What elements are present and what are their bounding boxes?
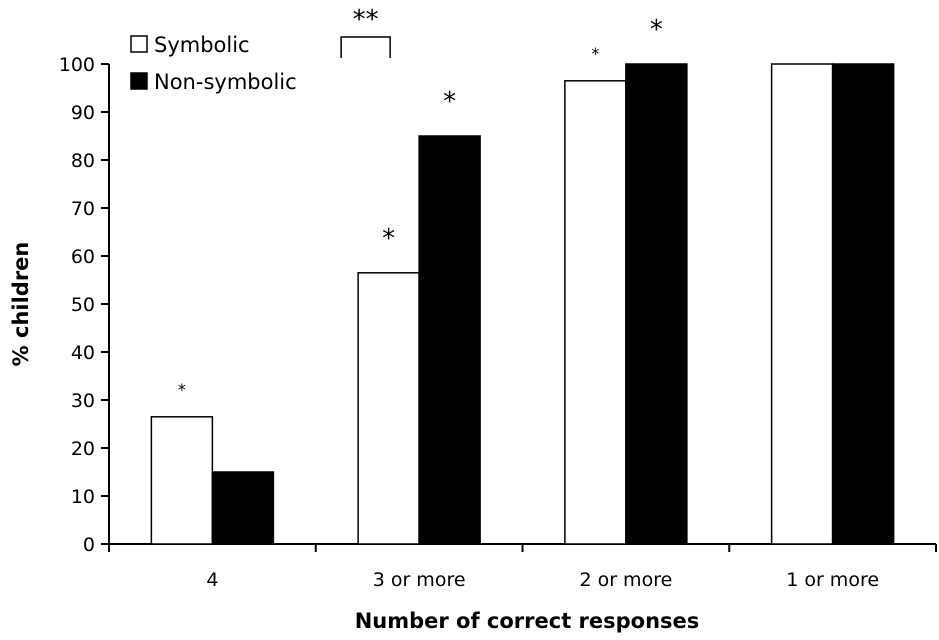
bar-symbolic-0 bbox=[150, 416, 214, 545]
bar-symbolic-1 bbox=[357, 272, 420, 545]
legend-swatch bbox=[130, 35, 148, 53]
significance-star: * bbox=[178, 380, 186, 399]
significance-star: * bbox=[650, 15, 663, 45]
y-tick-label: 50 bbox=[71, 294, 95, 316]
y-tick-label: 60 bbox=[71, 246, 95, 268]
y-tick-label: 70 bbox=[71, 198, 95, 220]
significance-star: * bbox=[382, 224, 395, 254]
x-tick-label: 1 or more bbox=[786, 569, 879, 591]
bar-non-symbolic-2 bbox=[625, 63, 688, 545]
bars bbox=[150, 63, 895, 545]
x-axis-title: Number of correct responses bbox=[355, 609, 700, 633]
comparison-stars: ** bbox=[353, 5, 379, 35]
bar-non-symbolic-1 bbox=[418, 135, 481, 545]
bar-symbolic-2 bbox=[564, 80, 627, 545]
bar-non-symbolic-0 bbox=[211, 471, 275, 545]
x-tick-label: 2 or more bbox=[579, 569, 672, 591]
significance-star: * bbox=[443, 87, 456, 117]
y-tick-label: 30 bbox=[71, 390, 95, 412]
bar-non-symbolic-3 bbox=[831, 63, 895, 545]
legend-label: Non-symbolic bbox=[154, 70, 297, 94]
annotations: ******* bbox=[178, 5, 663, 399]
legend: Symbolic Non-symbolic bbox=[130, 33, 297, 94]
y-tick-label: 90 bbox=[71, 102, 95, 124]
y-tick-label: 20 bbox=[71, 438, 95, 460]
y-tick-label: 0 bbox=[83, 534, 95, 556]
y-tick-label: 10 bbox=[71, 486, 95, 508]
significance-star: * bbox=[591, 44, 599, 63]
bar-symbolic-3 bbox=[770, 63, 834, 545]
y-axis-title: % children bbox=[9, 242, 33, 367]
x-tick-label: 4 bbox=[206, 569, 218, 591]
x-tick-label: 3 or more bbox=[373, 569, 466, 591]
y-tick-label: 100 bbox=[59, 54, 95, 76]
legend-swatch bbox=[130, 72, 148, 90]
y-tick-label: 40 bbox=[71, 342, 95, 364]
legend-label: Symbolic bbox=[154, 33, 250, 57]
y-tick-label: 80 bbox=[71, 150, 95, 172]
comparison-bracket bbox=[340, 36, 391, 58]
